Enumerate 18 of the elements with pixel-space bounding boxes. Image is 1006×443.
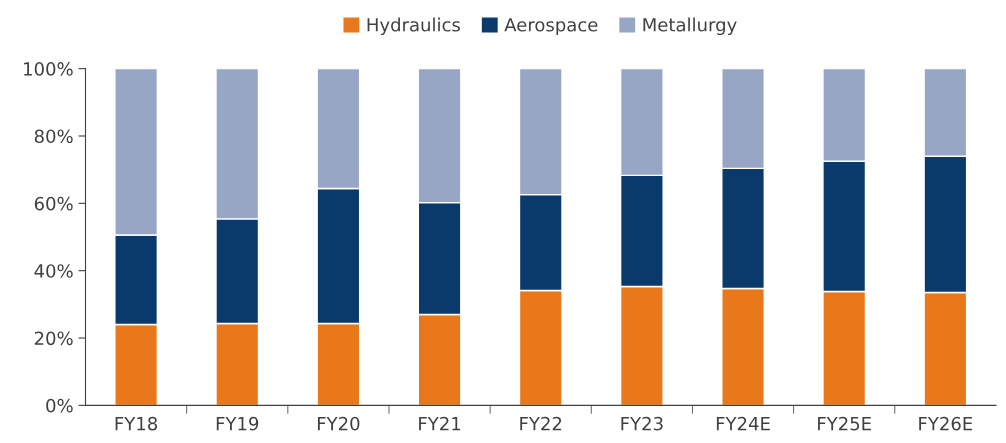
y-tick-label: 20% [34, 331, 73, 346]
x-tick-label: FY22 [520, 416, 562, 431]
y-tick-label: 60% [34, 196, 73, 211]
y-tick-label: 100% [24, 62, 73, 76]
x-tick-label: FY26E [919, 416, 973, 431]
x-tick-label: FY18 [115, 416, 158, 431]
legend-label: Metallurgy [643, 17, 737, 36]
x-tick-label: FY23 [621, 416, 663, 431]
y-tick-label: 40% [34, 264, 73, 278]
y-tick-label: 0% [46, 398, 73, 413]
x-tick-label: FY24E [716, 416, 770, 431]
legend-label: Aerospace [504, 18, 598, 36]
legend-label: Hydraulics [367, 17, 460, 36]
x-tick-label: FY19 [216, 416, 259, 431]
x-tick-label: FY25E [818, 416, 871, 431]
x-tick-label: FY21 [419, 416, 461, 431]
x-tick-label: FY20 [317, 416, 360, 431]
y-tick-label: 80% [34, 129, 73, 144]
